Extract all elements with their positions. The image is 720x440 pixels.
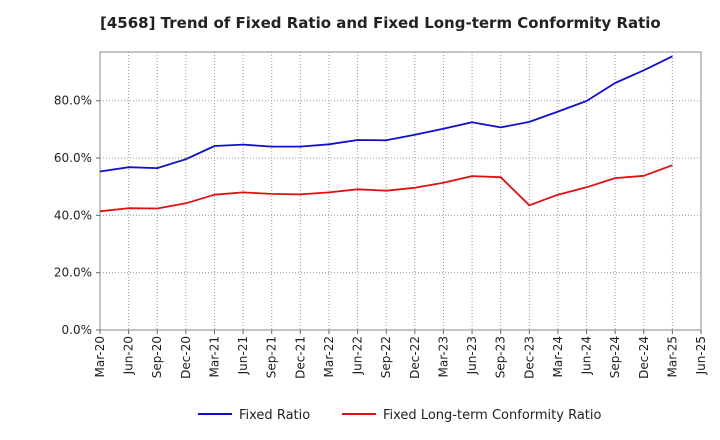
x-tick-label: Jun-21 [236,336,250,375]
grid-lines [100,52,701,330]
x-tick-label: Jun-20 [122,336,136,375]
legend-label: Fixed Long-term Conformity Ratio [383,408,602,423]
x-tick-label: Sep-24 [608,336,622,378]
x-tick-label: Jun-25 [694,336,708,375]
series-line-fixed-long-term-conformity-ratio [99,164,673,213]
plot-area [99,51,702,331]
x-tick-label: Dec-24 [637,336,651,379]
legend-label: Fixed Ratio [239,408,310,423]
x-tick-label: Sep-22 [379,336,393,378]
y-tick-label: 0.0% [62,323,93,337]
series-line-fixed-ratio [99,55,673,173]
y-axis-ticks: 0.0% 20.0% 40.0% 60.0% 80.0% [54,94,100,337]
x-tick-label: Mar-20 [93,336,107,377]
x-tick-label: Jun-24 [580,336,594,375]
series-layer [99,55,673,213]
y-tick-label: 20.0% [54,266,92,280]
x-tick-label: Sep-23 [494,336,508,378]
x-tick-label: Sep-21 [265,336,279,378]
y-tick-label: 40.0% [54,208,92,222]
x-tick-label: Dec-21 [293,336,307,379]
x-tick-label: Mar-22 [322,336,336,377]
y-tick-label: 60.0% [54,151,92,165]
x-tick-label: Mar-21 [207,336,221,377]
chart-title: [4568] Trend of Fixed Ratio and Fixed Lo… [100,14,661,32]
legend: Fixed Ratio Fixed Long-term Conformity Ra… [198,408,602,423]
x-tick-label: Jun-23 [465,336,479,375]
x-tick-label: Dec-20 [179,336,193,379]
x-axis-ticks: Mar-20 Jun-20 Sep-20 Dec-20 Mar-21 Jun-21 Sep-… [93,330,708,379]
x-tick-label: Mar-24 [551,336,565,377]
x-tick-label: Mar-25 [665,336,679,377]
y-tick-label: 80.0% [54,94,92,108]
x-tick-label: Sep-20 [150,336,164,378]
x-tick-label: Dec-22 [408,336,422,379]
x-tick-label: Mar-23 [436,336,450,377]
x-tick-label: Dec-23 [522,336,536,379]
x-tick-label: Jun-22 [351,336,365,375]
